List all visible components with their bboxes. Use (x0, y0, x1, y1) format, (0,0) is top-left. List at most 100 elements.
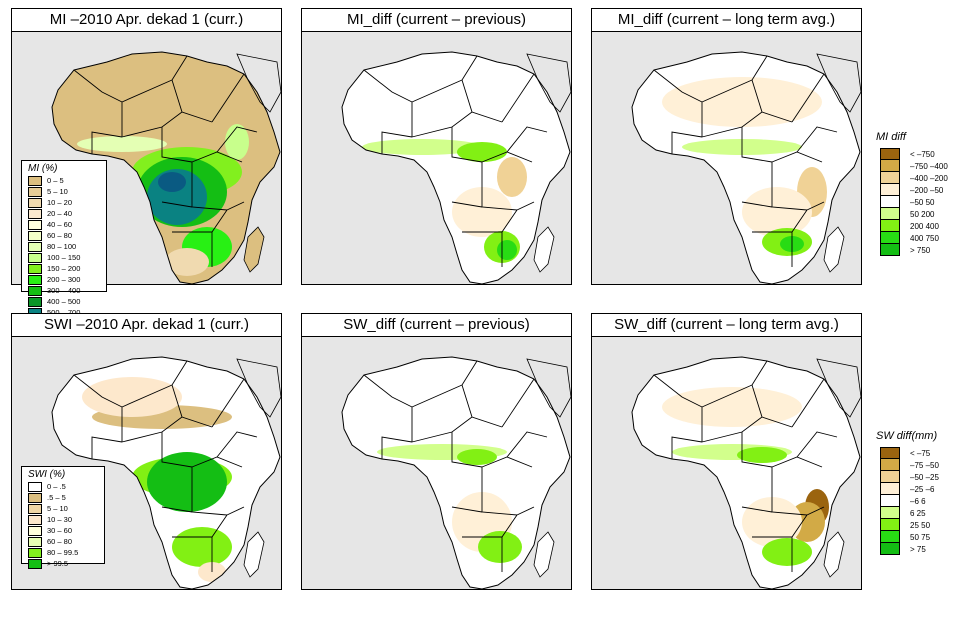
legend-swatch (28, 186, 42, 197)
legend-swatch (28, 175, 42, 186)
legend-label: > 75 (910, 544, 926, 554)
legend-swatch (880, 184, 900, 196)
country-border (363, 69, 413, 103)
panel-title: SWI –2010 Apr. dekad 1 (curr.) (11, 313, 282, 337)
legend-item: 80 – 99.5 (22, 547, 104, 558)
legend-label: –200 –50 (910, 185, 944, 195)
legend-item: 30 – 60 (22, 525, 104, 536)
legend-item: 40 – 60 (22, 219, 106, 230)
legend-label: –75 –50 (910, 460, 939, 470)
legend-label: 400 750 (910, 233, 939, 243)
legend-item: –25 –6 (876, 483, 939, 495)
legend-label: 400 – 500 (47, 297, 81, 306)
legend-item: –6 6 (876, 495, 939, 507)
country-border (796, 431, 838, 458)
country-border (506, 431, 548, 458)
legend-swatch (880, 220, 900, 232)
panel-title: MI –2010 Apr. dekad 1 (curr.) (11, 8, 282, 32)
country-border (211, 378, 245, 428)
country-border (741, 506, 773, 513)
legend-item: 10 – 20 (22, 197, 106, 208)
legend-swatch (28, 208, 42, 219)
legend-swatch (28, 274, 42, 285)
legend-item: 0 – 5 (22, 175, 106, 186)
country-border (501, 378, 535, 428)
africa-map (341, 51, 571, 284)
country-border (653, 374, 703, 408)
legend-label: 200 400 (910, 221, 939, 231)
legend-label: 50 200 (910, 209, 935, 219)
legend-label: .5 – 5 (47, 493, 66, 502)
legend-label: –50 50 (910, 197, 935, 207)
legend-item: 200 400 (876, 220, 948, 232)
country-border (226, 201, 245, 211)
legend-swatch (28, 492, 42, 503)
legend-item: 20 – 40 (22, 208, 106, 219)
country-border (363, 374, 413, 408)
legend-item: > 99.5 (22, 558, 104, 569)
country-border (796, 126, 838, 153)
legend-label: –25 –6 (910, 484, 935, 494)
legend-sw-diff: SW diff(mm) < –75 –75 –50 –50 –25 –25 –6 –6 … (876, 430, 939, 555)
country-border (171, 55, 188, 81)
legend-item: 300 – 400 (22, 285, 106, 296)
legend-title: MI diff (876, 131, 906, 143)
country-border (741, 201, 773, 208)
value-region (77, 136, 167, 152)
legend-item: 150 – 200 (22, 263, 106, 274)
legend-label: –6 6 (910, 496, 926, 506)
legend-item: 60 – 80 (22, 230, 106, 241)
value-region (762, 538, 812, 566)
legend-label: 6 25 (910, 508, 926, 518)
country-border (461, 55, 478, 81)
africa-landmass (342, 52, 570, 284)
country-border (791, 73, 825, 123)
legend-label: > 99.5 (47, 559, 69, 568)
legend-label: –50 –25 (910, 472, 939, 482)
country-border (161, 127, 193, 163)
legend-swatch (28, 252, 42, 263)
legend-item: 6 25 (876, 507, 939, 519)
country-border (171, 360, 188, 386)
legend-item: –50 50 (876, 196, 948, 208)
legend-item: 400 – 500 (22, 296, 106, 307)
legend-swatch (28, 514, 42, 525)
country-border (161, 201, 193, 208)
map-sw-diff-previous (301, 336, 572, 590)
country-border (73, 374, 123, 408)
value-region (742, 187, 812, 237)
value-region (82, 377, 182, 417)
country-border (451, 432, 483, 468)
legend-swi: SWI (%) 0 – .5 .5 – 5 5 – 10 10 – 30 30 – 60… (21, 466, 105, 569)
legend-label: 25 50 (910, 520, 931, 530)
value-region (147, 452, 227, 512)
legend-swatch (28, 481, 42, 492)
legend-label: < –75 (910, 448, 931, 458)
coastline (51, 356, 281, 589)
country-border (211, 73, 245, 123)
legend-swatch (880, 148, 900, 160)
legend-item: –50 –25 (876, 471, 939, 483)
country-border (741, 432, 773, 468)
value-region (497, 240, 517, 260)
country-border (461, 360, 478, 386)
legend-label: 60 – 80 (47, 537, 73, 546)
africa-map (631, 51, 861, 284)
legend-swatch (880, 483, 900, 495)
value-region (172, 527, 232, 567)
africa-map (51, 356, 281, 589)
legend-label: 30 – 60 (47, 526, 73, 535)
legend-swatch (28, 241, 42, 252)
legend-item: 5 – 10 (22, 503, 104, 514)
country-border (91, 436, 123, 459)
country-border (451, 506, 483, 513)
country-border (751, 360, 768, 386)
map-swi-current (11, 336, 282, 590)
legend-item: –75 –50 (876, 459, 939, 471)
legend-item: < –750 (876, 148, 948, 160)
value-region (737, 447, 787, 463)
value-region (497, 157, 527, 197)
legend-item: –750 –400 (876, 160, 948, 172)
legend-mi-diff: MI diff < –750 –750 –400 –400 –200 –200 –50… (876, 131, 948, 256)
legend-item: 100 – 150 (22, 252, 106, 263)
